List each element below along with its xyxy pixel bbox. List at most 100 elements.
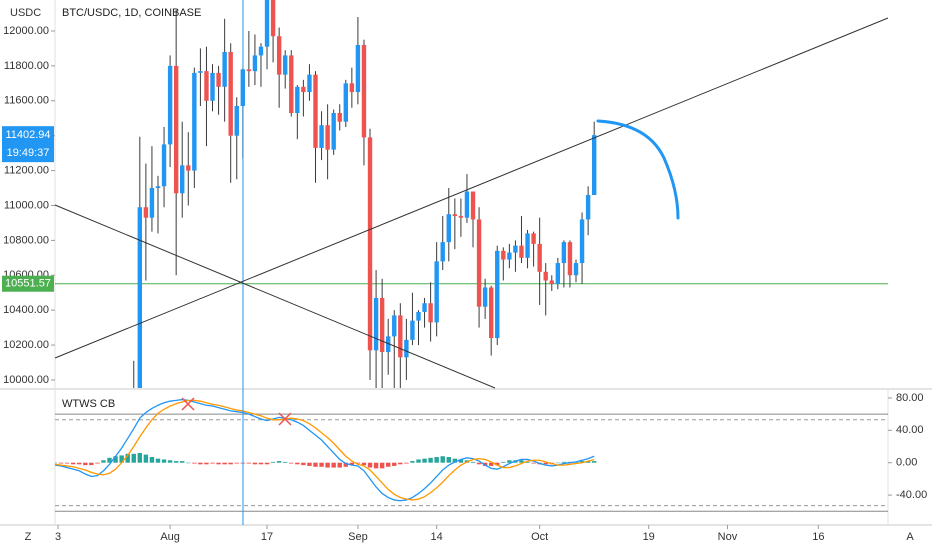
histogram-bar bbox=[216, 462, 221, 465]
candle-body bbox=[392, 315, 397, 337]
x-tick-label: 14 bbox=[431, 531, 443, 543]
histogram-bar bbox=[149, 457, 155, 463]
indicator-title: WTWS CB bbox=[62, 398, 115, 410]
x-tick-label: Nov bbox=[718, 531, 738, 543]
projection-arc bbox=[596, 119, 680, 220]
level-label-box bbox=[2, 275, 54, 292]
histogram-bar bbox=[222, 462, 227, 465]
candle-body bbox=[252, 55, 258, 72]
histogram-bar bbox=[258, 462, 264, 465]
histogram-bar bbox=[482, 462, 488, 466]
candle-body bbox=[301, 86, 306, 93]
candle-body bbox=[422, 303, 427, 312]
button-label[interactable]: Z bbox=[25, 531, 32, 543]
candle-body bbox=[325, 125, 330, 150]
candle-body bbox=[591, 135, 597, 196]
histogram-bar bbox=[416, 459, 421, 463]
histogram-bar bbox=[325, 462, 330, 468]
histogram-bar bbox=[125, 453, 130, 463]
histogram-bar bbox=[192, 462, 197, 464]
candle-body bbox=[283, 55, 288, 75]
candle-body bbox=[155, 186, 161, 189]
candle-body bbox=[549, 280, 554, 285]
candle-body bbox=[537, 243, 542, 272]
histogram-bar bbox=[488, 462, 494, 466]
histogram-bar bbox=[398, 462, 403, 465]
y-tick-label: 10000.00 bbox=[3, 374, 49, 386]
candle-body bbox=[192, 72, 197, 171]
candle-body bbox=[258, 46, 264, 56]
candle-body bbox=[488, 287, 494, 339]
x-tick-label: 19 bbox=[643, 531, 655, 543]
histogram-bar bbox=[107, 457, 112, 463]
histogram-bar bbox=[501, 461, 506, 463]
candle-body bbox=[167, 65, 173, 145]
candle-body bbox=[204, 71, 209, 101]
y-axis-label: USDC bbox=[10, 7, 41, 19]
x-tick-label: 16 bbox=[812, 531, 824, 543]
histogram-bar bbox=[307, 462, 312, 466]
candle-body bbox=[513, 245, 518, 253]
candle-body bbox=[579, 219, 585, 264]
histogram-bar bbox=[77, 462, 82, 465]
histogram-bar bbox=[343, 462, 348, 467]
histogram-bar bbox=[289, 462, 294, 464]
candle-body bbox=[143, 207, 149, 218]
histogram-bar bbox=[186, 462, 191, 464]
candle-body bbox=[531, 233, 536, 244]
candle-body bbox=[379, 297, 385, 353]
candle-body bbox=[186, 165, 191, 171]
histogram-bar bbox=[198, 462, 203, 465]
histogram-bar bbox=[58, 462, 64, 464]
candle-body bbox=[234, 106, 239, 136]
wave-line bbox=[55, 399, 595, 501]
candle-body bbox=[307, 74, 312, 93]
candle-body bbox=[355, 44, 361, 93]
histogram-bar bbox=[119, 455, 124, 463]
histogram-bar bbox=[246, 462, 252, 464]
candle-body bbox=[264, 0, 270, 47]
button-label[interactable]: A bbox=[906, 531, 914, 543]
histogram-bar bbox=[64, 462, 70, 464]
histogram-bar bbox=[531, 462, 536, 464]
candle-body bbox=[289, 55, 294, 114]
histogram-bar bbox=[70, 462, 76, 465]
trend-line bbox=[54, 17, 889, 359]
candle-body bbox=[428, 303, 433, 323]
histogram-bar bbox=[155, 458, 161, 463]
histogram-bar bbox=[422, 458, 427, 463]
candle-body bbox=[173, 65, 179, 194]
histogram-bar bbox=[204, 462, 209, 465]
candle-body bbox=[295, 86, 300, 114]
candle-body bbox=[476, 219, 482, 307]
x-tick-label: Aug bbox=[160, 531, 180, 543]
candle-body bbox=[228, 51, 233, 136]
y-tick-label: 12000.00 bbox=[3, 25, 49, 37]
trend-line bbox=[54, 204, 496, 389]
histogram-bar bbox=[525, 461, 530, 463]
histogram-bar bbox=[331, 462, 336, 468]
histogram-bar bbox=[283, 461, 288, 463]
x-tick-label: Oct bbox=[531, 531, 548, 543]
candle-body bbox=[507, 252, 512, 260]
y-tick-label: 11000.00 bbox=[4, 199, 49, 211]
candle-body bbox=[440, 242, 445, 262]
candle-body bbox=[482, 287, 488, 307]
histogram-bar bbox=[252, 462, 258, 465]
candle-body bbox=[434, 261, 439, 323]
candle-body bbox=[216, 72, 221, 87]
candle-body bbox=[573, 263, 579, 276]
histogram-bar bbox=[452, 458, 458, 463]
candle-body bbox=[319, 125, 324, 148]
histogram-bar bbox=[434, 457, 439, 463]
button[interactable] bbox=[18, 528, 38, 546]
histogram-bar bbox=[295, 462, 300, 465]
histogram-bar bbox=[55, 462, 58, 464]
button[interactable] bbox=[900, 528, 920, 546]
candle-body bbox=[149, 188, 155, 218]
toolbar[interactable]: Z A bbox=[18, 528, 920, 546]
histogram-bar bbox=[167, 460, 173, 463]
candle-body bbox=[495, 250, 500, 339]
histogram-bar bbox=[386, 462, 391, 467]
candle-body bbox=[458, 215, 464, 218]
